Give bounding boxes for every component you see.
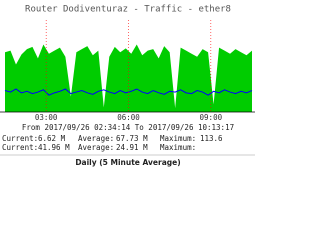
stat-text: Average:	[78, 143, 114, 152]
stat-text: Maximum:	[160, 143, 196, 152]
stat-text: Current:	[2, 134, 38, 143]
chart-title: Router Dodiventuraz - Traffic - ether8	[25, 5, 231, 15]
x-tick-label: 03:00	[35, 113, 58, 122]
stat-text: 67.73 M	[116, 134, 148, 143]
stat-text: 24.91 M	[116, 143, 148, 152]
footer: Daily (5 Minute Average)	[75, 158, 180, 167]
stat-text: Maximum:	[160, 134, 196, 143]
chart: Router Dodiventuraz - Traffic - ether8 F…	[0, 4, 255, 167]
x-tick-label: 06:00	[117, 113, 140, 122]
stat-text: Average:	[78, 134, 114, 143]
stat-text: Current:	[2, 143, 38, 152]
time-range: From 2017/09/26 02:34:14 To 2017/09/26 1…	[22, 123, 234, 132]
stat-text: 6.62 M	[38, 134, 66, 143]
stat-text: 113.6	[200, 134, 223, 143]
x-tick-label: 09:00	[200, 113, 223, 122]
plot-area	[4, 20, 253, 112]
area	[5, 44, 252, 112]
stat-text: 41.96 M	[38, 143, 70, 152]
